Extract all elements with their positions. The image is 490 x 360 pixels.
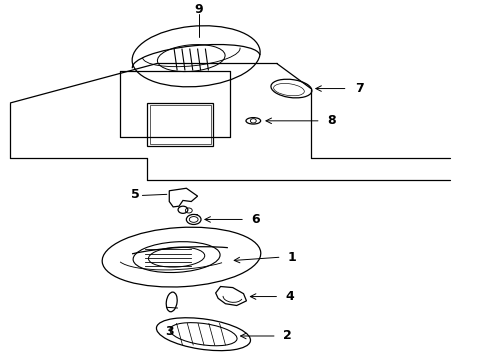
Bar bbox=[147, 103, 213, 146]
Text: 5: 5 bbox=[131, 188, 140, 201]
Text: 1: 1 bbox=[288, 251, 296, 264]
Text: 3: 3 bbox=[165, 324, 173, 338]
Text: 9: 9 bbox=[194, 3, 203, 16]
Text: 7: 7 bbox=[355, 82, 364, 95]
Text: 2: 2 bbox=[283, 329, 292, 342]
Bar bbox=[150, 105, 211, 144]
Text: 8: 8 bbox=[327, 114, 336, 127]
Text: 4: 4 bbox=[285, 290, 294, 303]
Text: 6: 6 bbox=[251, 213, 260, 226]
